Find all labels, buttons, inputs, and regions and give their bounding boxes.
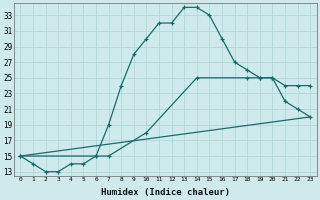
X-axis label: Humidex (Indice chaleur): Humidex (Indice chaleur)	[101, 188, 230, 197]
